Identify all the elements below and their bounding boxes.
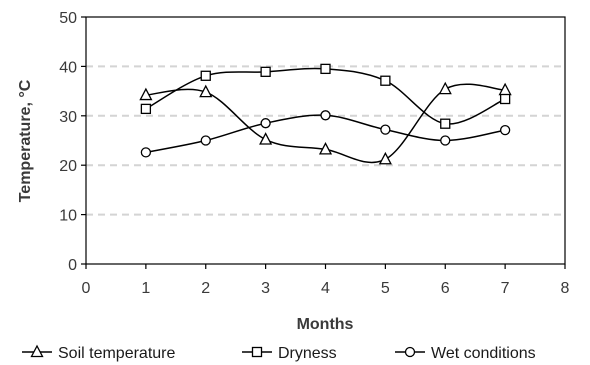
legend-triangle-icon — [30, 344, 44, 358]
circle-marker — [320, 110, 331, 121]
x-tick-label: 4 — [321, 280, 330, 297]
x-tick-label: 5 — [381, 280, 390, 297]
axes — [81, 16, 566, 269]
plot-frame — [85, 16, 566, 265]
legend-label: Wet conditions — [431, 345, 536, 362]
x-tick-label: 0 — [82, 280, 91, 297]
triangle-marker — [199, 84, 213, 98]
circle-marker — [260, 118, 271, 129]
circle-marker — [380, 124, 391, 135]
triangle-marker — [318, 141, 333, 155]
legend-item-wet-conditions: Wet conditions — [395, 345, 536, 362]
triangle-marker — [378, 151, 392, 165]
tick-labels: 0 10 20 30 40 50 0 1 2 3 4 5 6 7 8 — [59, 10, 569, 297]
legend-label: Dryness — [278, 345, 337, 362]
y-tick-label: 20 — [59, 158, 77, 175]
series-soil-temperature — [139, 81, 512, 165]
gridlines — [86, 65, 565, 216]
x-tick-label: 7 — [501, 280, 510, 297]
legend-item-dryness: Dryness — [242, 345, 337, 362]
circle-marker — [140, 147, 152, 158]
circle-marker — [499, 124, 511, 136]
x-axis-title: Months — [297, 316, 354, 333]
legend-square-icon — [251, 346, 263, 358]
square-marker — [499, 93, 511, 105]
y-axis-title: Temperature, °C — [17, 79, 34, 202]
x-tick-label: 6 — [441, 280, 450, 297]
circle-marker — [200, 135, 211, 146]
y-tick-label: 10 — [59, 208, 77, 225]
series-wet-conditions — [140, 110, 511, 158]
x-tick-label: 1 — [141, 280, 150, 297]
square-marker — [380, 75, 391, 86]
x-tick-label: 2 — [201, 280, 210, 297]
series-layer — [139, 63, 512, 165]
legend-circle-icon — [404, 346, 416, 358]
x-tick-label: 3 — [261, 280, 270, 297]
series-dryness — [140, 63, 511, 129]
triangle-marker — [139, 87, 153, 101]
triangle-marker — [259, 132, 273, 145]
square-marker — [260, 66, 271, 77]
triangle-marker — [438, 81, 452, 95]
legend-label: Soil temperature — [58, 345, 175, 362]
x-tick-label: 8 — [561, 280, 570, 297]
square-marker — [200, 70, 211, 81]
circle-marker — [440, 135, 451, 146]
y-tick-label: 50 — [59, 10, 77, 27]
y-tick-label: 40 — [59, 59, 77, 76]
legend-item-soil-temperature: Soil temperature — [22, 344, 175, 362]
y-tick-label: 0 — [68, 257, 77, 274]
legend: Soil temperature Dryness Wet conditions — [22, 344, 536, 362]
square-marker — [320, 63, 331, 75]
square-marker — [140, 103, 152, 115]
y-tick-label: 30 — [59, 109, 77, 126]
square-marker — [440, 118, 451, 129]
